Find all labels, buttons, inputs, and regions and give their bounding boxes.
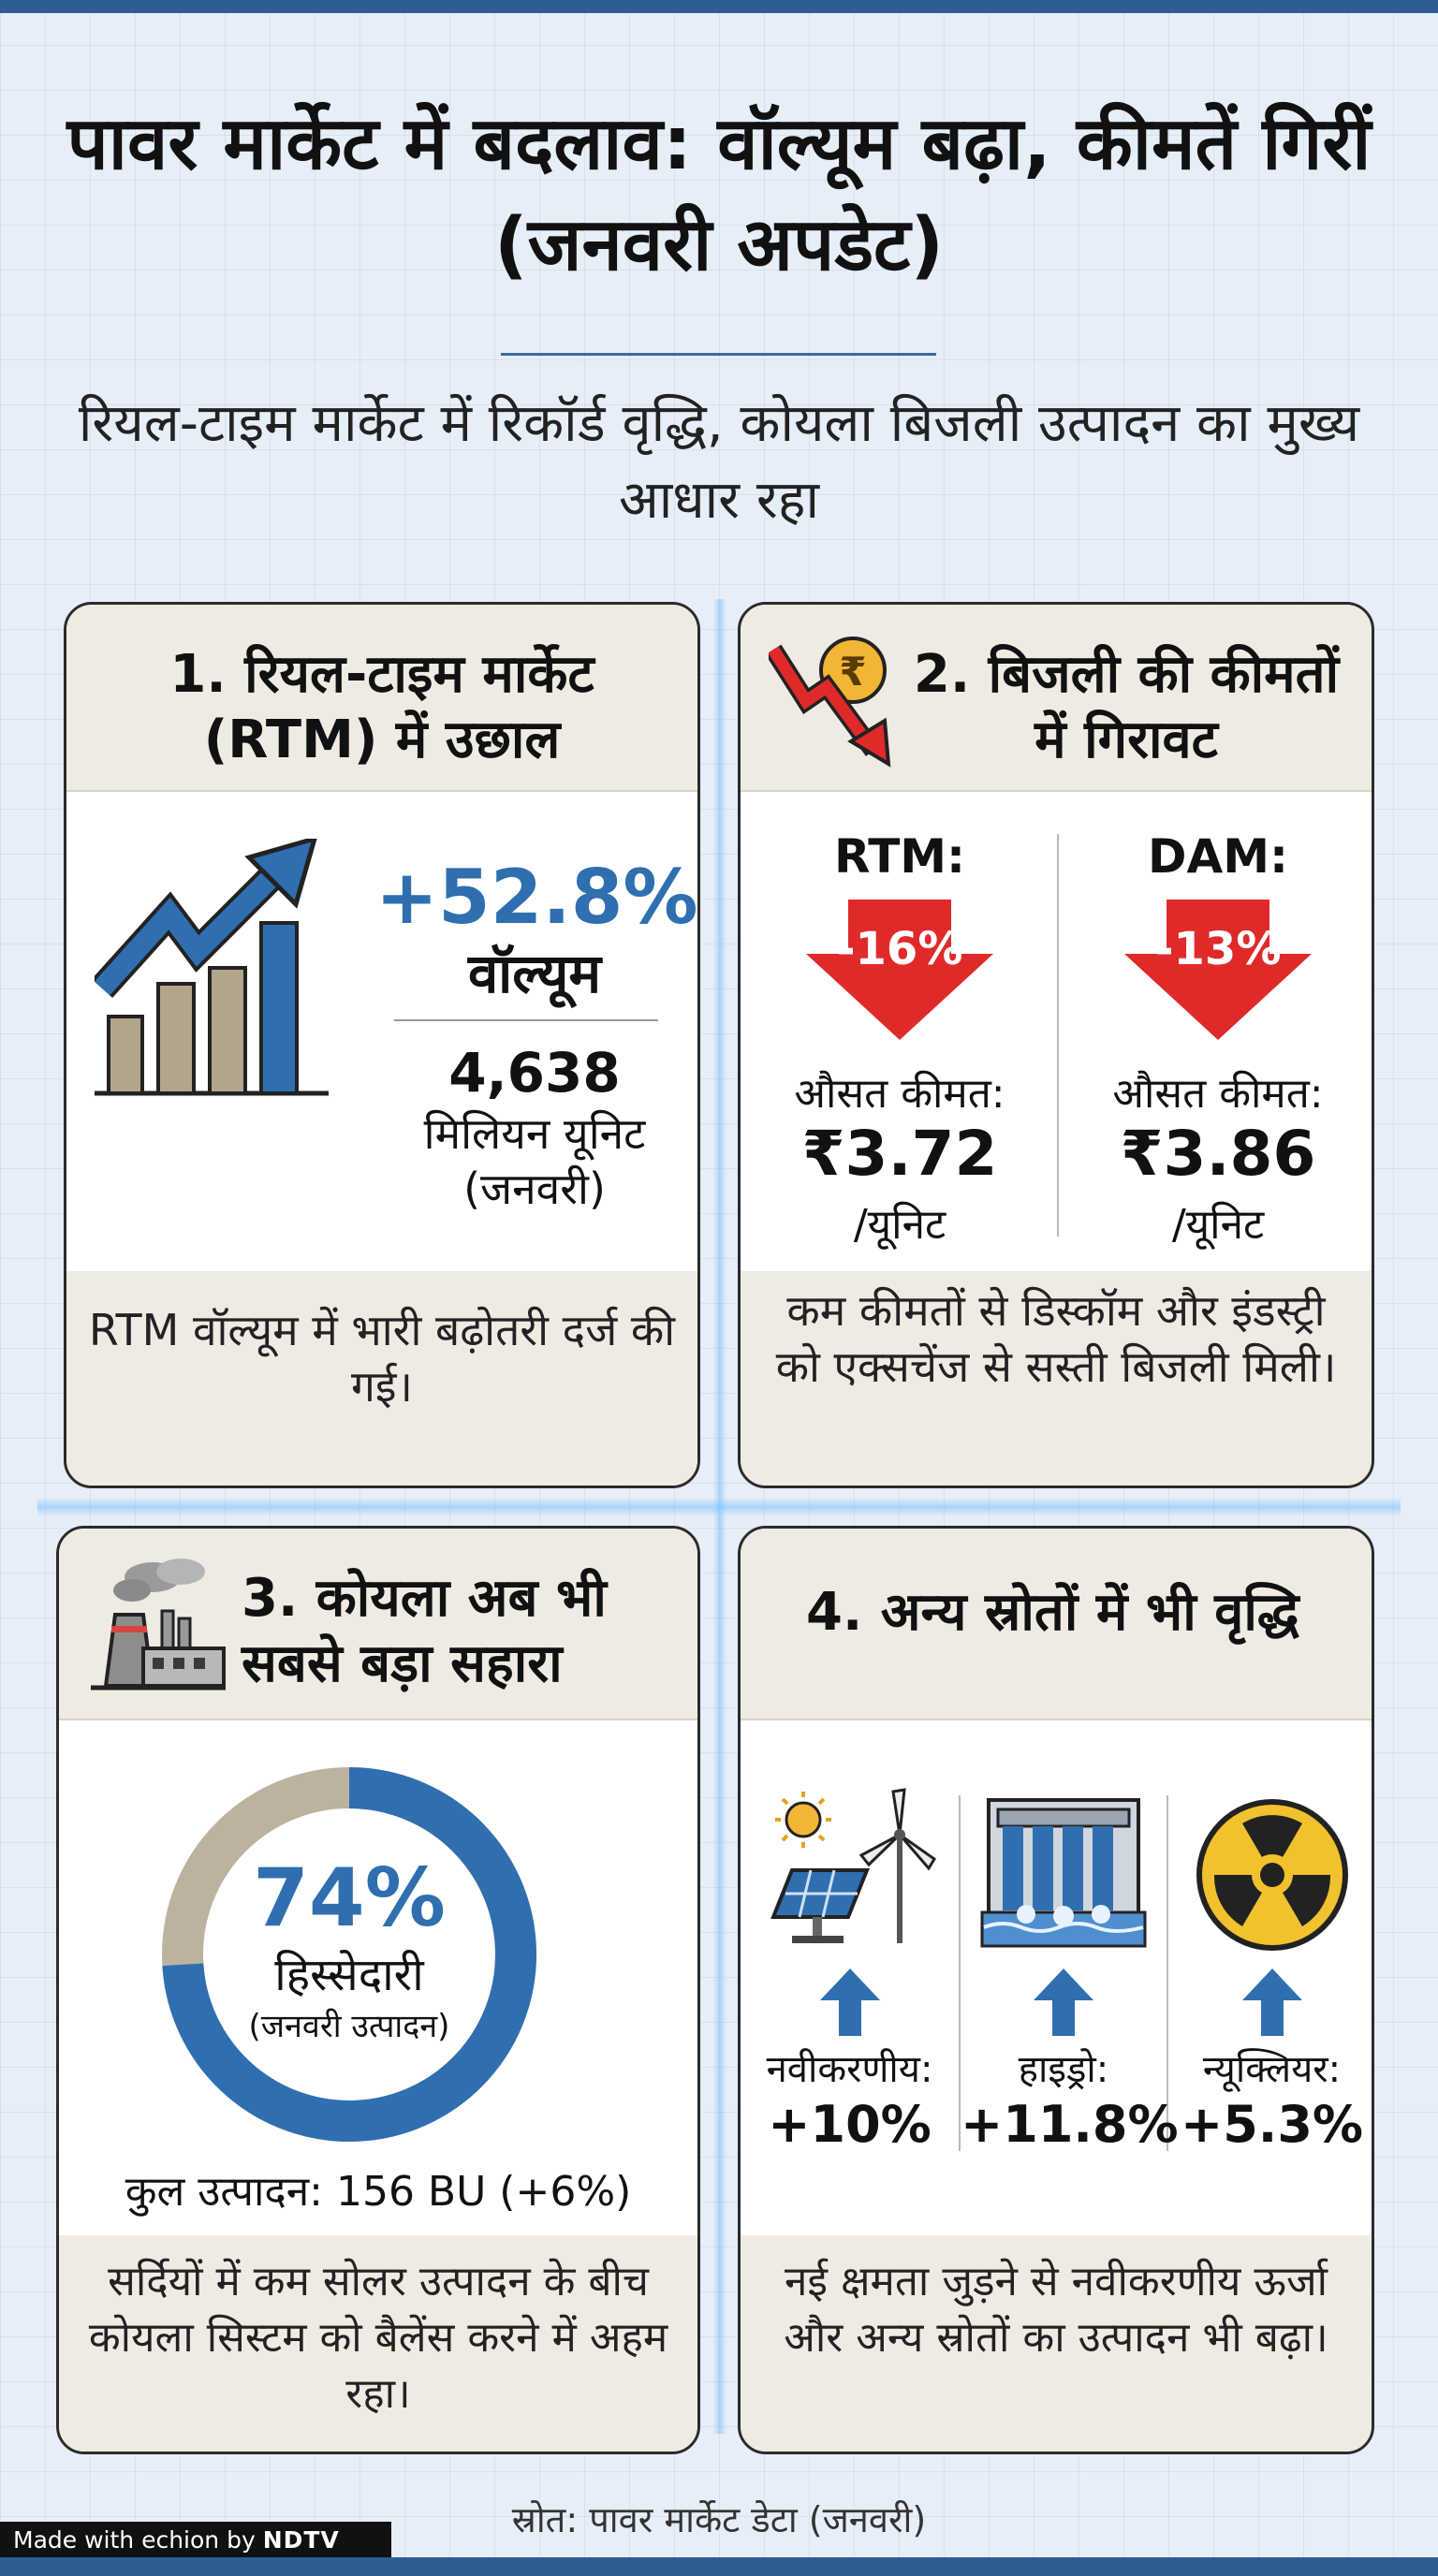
volume-unit: मिलियन यूनिट [423, 1108, 646, 1159]
hydro-dam-icon [980, 1798, 1147, 1948]
horizontal-glow-divider [37, 1498, 1401, 1516]
dam-down-arrow-icon [1124, 900, 1312, 1040]
svg-text:₹: ₹ [839, 649, 866, 695]
rtm-volume-value: 4,638 [448, 1041, 621, 1105]
divider [394, 1019, 658, 1021]
nuclear-icon [1196, 1799, 1348, 1951]
coal-share-donut-chart [162, 1767, 536, 2142]
source-note: स्रोत: पावर मार्केट डेटा (जनवरी) [511, 2499, 927, 2540]
rtm-avg-price: ₹3.72 [801, 1118, 998, 1190]
rtm-price-label: औसत कीमत: [794, 1070, 1005, 1118]
renewable-up-arrow-icon [820, 1969, 880, 2036]
column-divider [1167, 1795, 1168, 2151]
bottom-bar [0, 2557, 1438, 2576]
panel-note: नई क्षमता जुड़ने से नवीकरणीय ऊर्जा और अन… [784, 2258, 1328, 2362]
panel-header: 3. कोयला अब भी सबसे बड़ा सहारा [59, 1529, 697, 1720]
solar-wind-icon [770, 1788, 937, 1943]
panel-note: सर्दियों में कम सोलर उत्पादन के बीच कोयल… [88, 2258, 668, 2418]
panel-footer: RTM वॉल्यूम में भारी बढ़ोतरी दर्ज की गई। [66, 1271, 697, 1486]
panel-heading: 1. रियल-टाइम मार्केट (RTM) में उछाल [169, 644, 594, 770]
panel-coal-share: 3. कोयला अब भी सबसे बड़ा सहारा 74% हिस्स… [56, 1526, 700, 2454]
rtm-price-change: -16% [836, 923, 963, 975]
panel-heading: 3. कोयला अब भी सबसे बड़ा सहारा [242, 1568, 607, 1694]
nuclear-up-arrow-icon [1242, 1969, 1302, 2036]
dam-per-unit: /यूनिट [1171, 1201, 1265, 1249]
brand-echion: echion [141, 2526, 220, 2554]
falling-rupee-icon: ₹ [769, 637, 891, 768]
donut-coal-arc [162, 1767, 536, 2142]
page-title: पावर मार्केट में बदलाव: वॉल्यूम बढ़ा, की… [66, 102, 1372, 287]
panel-footer: सर्दियों में कम सोलर उत्पादन के बीच कोयल… [59, 2235, 697, 2452]
rtm-per-unit: /यूनिट [853, 1201, 946, 1249]
total-generation: कुल उत्पादन: 156 BU (+6%) [125, 2168, 632, 2216]
share-label: हिस्सेदारी [274, 1949, 424, 2001]
page-subtitle: रियल-टाइम मार्केट में रिकॉर्ड वृद्धि, को… [78, 393, 1360, 531]
share-sub-label: (जनवरी उत्पादन) [248, 2008, 450, 2045]
dam-price-label: औसत कीमत: [1112, 1070, 1324, 1118]
rtm-growth-value: +52.8% [375, 854, 698, 941]
dam-label: DAM: [1148, 829, 1288, 884]
top-bar [0, 0, 1438, 13]
power-plant-icon [91, 1559, 226, 1690]
panel-heading: 4. अन्य स्रोतों में भी वृद्धि [806, 1582, 1299, 1643]
hydro-up-arrow-icon [1034, 1969, 1093, 2036]
panel-header: 1. रियल-टाइम मार्केट (RTM) में उछाल [66, 605, 697, 792]
dam-avg-price: ₹3.86 [1120, 1118, 1316, 1190]
panel-other-sources: 4. अन्य स्रोतों में भी वृद्धि नवीकरणीय: … [738, 1526, 1374, 2454]
panel-footer: नई क्षमता जुड़ने से नवीकरणीय ऊर्जा और अन… [741, 2235, 1372, 2452]
volume-label: वॉल्यूम [467, 942, 602, 1005]
panel-heading: 2. बिजली की कीमतों में गिरावट [913, 644, 1340, 770]
panel-header: ₹ 2. बिजली की कीमतों में गिरावट [741, 605, 1372, 792]
panel-footer: कम कीमतों से डिस्कॉम और इंडस्ट्री को एक्… [741, 1271, 1372, 1486]
coal-share-value: 74% [253, 1852, 446, 1945]
column-divider [1057, 834, 1059, 1237]
panel-note: RTM वॉल्यूम में भारी बढ़ोतरी दर्ज की गई। [88, 1305, 676, 1412]
renewable-growth: +10% [768, 2095, 932, 2154]
volume-period: (जनवरी) [463, 1164, 606, 1214]
brand-ndtv: NDTV [262, 2526, 340, 2554]
nuclear-label: न्यूक्लियर: [1202, 2048, 1342, 2091]
made-by-text: by [219, 2526, 263, 2554]
panel-price-fall: ₹ 2. बिजली की कीमतों में गिरावट RTM: -16… [738, 602, 1374, 1488]
hydro-label: हाइड्रो: [1018, 2048, 1109, 2091]
renewable-label: नवीकरणीय: [766, 2048, 933, 2091]
made-with-badge[interactable]: Made with echion by NDTV [0, 2522, 391, 2559]
rtm-down-arrow-icon [806, 900, 993, 1040]
made-with-text: Made with [13, 2526, 142, 2554]
vertical-glow-divider [713, 599, 726, 2434]
dam-price-change: -13% [1154, 923, 1282, 975]
panel-note: कम कीमतों से डिस्कॉम और इंडस्ट्री को एक्… [775, 1285, 1337, 1392]
panel-header: 4. अन्य स्रोतों में भी वृद्धि [741, 1529, 1372, 1720]
title-divider [501, 353, 936, 356]
column-divider [959, 1795, 961, 2151]
hydro-growth: +11.8% [961, 2095, 1179, 2154]
rtm-label: RTM: [833, 829, 966, 884]
panel-rtm-surge: 1. रियल-टाइम मार्केट (RTM) में उछाल +52.… [64, 602, 700, 1488]
bar-chart-up-arrow-icon [95, 839, 329, 1096]
nuclear-growth: +5.3% [1180, 2095, 1363, 2154]
